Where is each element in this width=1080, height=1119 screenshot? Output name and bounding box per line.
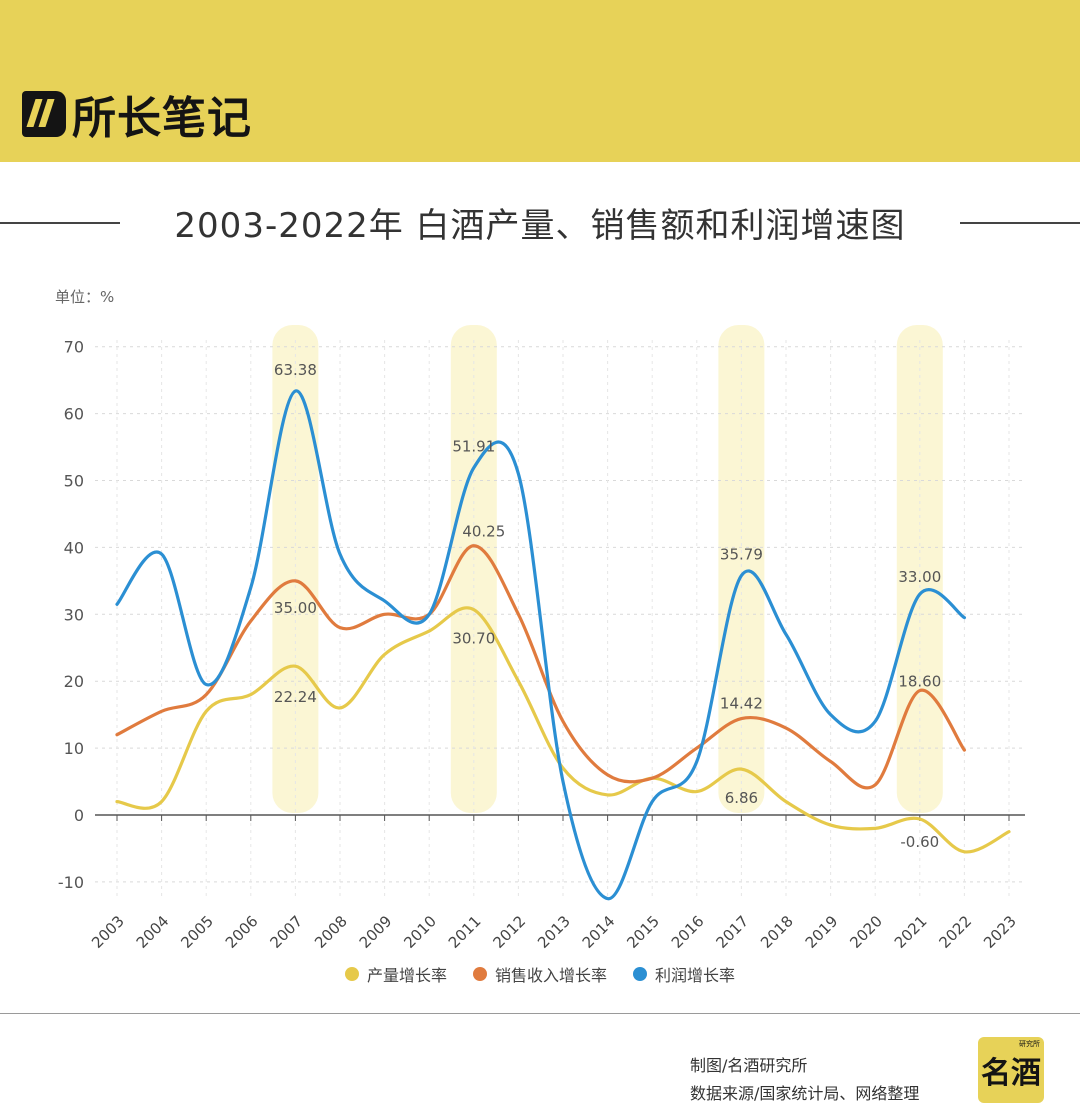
data-label: 51.91: [452, 438, 495, 456]
x-tick-label: 2013: [534, 912, 574, 952]
data-label: 35.79: [720, 546, 763, 564]
x-tick-label: 2005: [177, 912, 217, 952]
y-tick-label: 50: [64, 472, 84, 491]
x-tick-label: 2008: [311, 912, 351, 952]
highlight-band: [450, 325, 497, 813]
legend-marker-icon: [344, 967, 359, 981]
highlight-band: [272, 325, 319, 813]
legend: 产量增长率 销售收入增长率 利润增长率: [0, 962, 1080, 986]
credit-source: 数据来源/国家统计局、网络整理: [690, 1084, 920, 1103]
data-label: 6.86: [725, 789, 758, 807]
y-tick-label: 10: [64, 739, 84, 758]
x-tick-label: 2007: [266, 912, 306, 952]
unit-label: 单位：%: [55, 288, 115, 306]
legend-label: 销售收入增长率: [494, 966, 607, 985]
y-tick-label: 20: [64, 672, 84, 691]
y-tick-label: 60: [64, 405, 84, 424]
legend-item-production: 产量增长率: [344, 962, 447, 986]
title-divider-right: [960, 222, 1080, 224]
x-tick-label: 2015: [623, 912, 663, 952]
data-label: 63.38: [274, 361, 317, 379]
x-tick-label: 2006: [222, 912, 262, 952]
legend-label: 产量增长率: [366, 966, 447, 985]
x-tick-label: 2016: [668, 912, 708, 952]
legend-item-profit: 利润增长率: [633, 962, 735, 986]
data-label: 40.25: [462, 523, 505, 541]
legend-marker-icon: [472, 967, 487, 981]
footer-divider: [0, 1013, 1080, 1014]
data-label: 22.24: [274, 688, 317, 706]
y-tick-label: -10: [58, 873, 84, 892]
x-tick-label: 2014: [579, 912, 619, 952]
x-tick-label: 2009: [356, 912, 396, 952]
series-line-profit: [115, 389, 966, 901]
data-label: 30.70: [452, 630, 495, 648]
data-label: 35.00: [274, 599, 317, 617]
legend-label: 利润增长率: [655, 966, 736, 985]
x-tick-label: 2017: [712, 912, 752, 952]
legend-marker-icon: [633, 967, 647, 981]
x-tick-label: 2004: [133, 912, 173, 952]
series-line-sales: [115, 544, 966, 790]
header-banner: 所长笔记: [0, 0, 1080, 162]
title-divider-left: [0, 222, 120, 224]
data-label: 33.00: [898, 568, 941, 586]
chart-title: 2003-2022年 白酒产量、销售额和利润增速图: [174, 206, 906, 246]
x-tick-label: 2012: [489, 912, 529, 952]
x-tick-label: 2020: [846, 912, 886, 952]
chart-title-row: 2003-2022年 白酒产量、销售额和利润增速图: [0, 192, 1080, 252]
stamp-small-text: 研究所: [1019, 1040, 1040, 1048]
x-tick-label: 2019: [802, 912, 842, 952]
series-line-production: [115, 606, 1011, 854]
credits: 制图/名酒研究所 数据来源/国家统计局、网络整理: [690, 1052, 919, 1108]
y-tick-label: 70: [64, 338, 84, 357]
x-tick-label: 2003: [88, 912, 128, 952]
stamp-glyph: 名酒: [981, 1056, 1041, 1091]
data-label: -0.60: [900, 833, 939, 851]
x-tick-label: 2011: [445, 912, 485, 952]
highlight-band: [718, 325, 765, 813]
y-tick-label: 40: [64, 538, 84, 557]
brand-name: 所长笔记: [72, 93, 252, 144]
brand-mark-icon: [22, 91, 66, 137]
y-tick-label: 0: [74, 806, 84, 825]
data-label: 18.60: [898, 673, 941, 691]
legend-item-sales: 销售收入增长率: [472, 962, 607, 986]
highlight-band: [896, 325, 943, 813]
research-stamp-logo: 研究所 名酒: [978, 1037, 1044, 1103]
x-tick-label: 2023: [980, 912, 1020, 952]
x-tick-label: 2018: [757, 912, 797, 952]
brand-logo: 所长笔记: [22, 88, 252, 144]
x-tick-label: 2021: [891, 912, 931, 952]
data-label: 14.42: [720, 695, 763, 713]
y-tick-label: 30: [64, 605, 84, 624]
x-tick-label: 2010: [400, 912, 440, 952]
credit-maker: 制图/名酒研究所: [690, 1056, 808, 1075]
x-tick-label: 2022: [935, 912, 975, 952]
